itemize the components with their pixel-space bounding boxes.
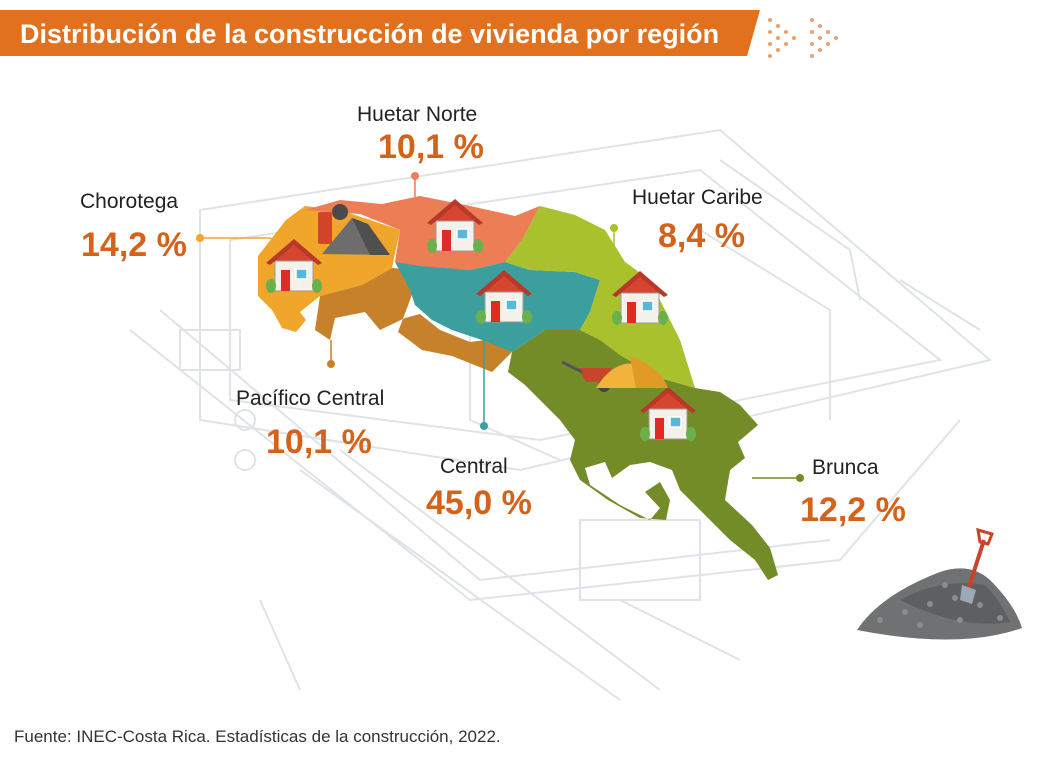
- value-huetar-caribe: 8,4 %: [658, 217, 745, 255]
- page-title: Distribución de la construcción de vivie…: [20, 19, 720, 49]
- value-chorotega: 14,2 %: [81, 226, 187, 264]
- region-huetar-norte[interactable]: [305, 196, 540, 270]
- dotted-arrow-icon: [768, 18, 838, 58]
- label-huetar-norte: Huetar Norte: [357, 103, 478, 126]
- shovel-icon: [960, 527, 995, 604]
- label-pacifico-central: Pacífico Central: [236, 387, 385, 410]
- value-huetar-norte: 10,1 %: [378, 128, 484, 166]
- label-huetar-caribe: Huetar Caribe: [632, 186, 763, 209]
- title-banner: [0, 10, 760, 56]
- region-huetar-caribe[interactable]: [505, 206, 695, 388]
- region-brunca[interactable]: [508, 330, 778, 580]
- region-pacifico-central[interactable]: [315, 268, 512, 372]
- label-brunca: Brunca: [812, 456, 879, 479]
- gravel-pile-icon: [318, 204, 390, 255]
- label-chorotega: Chorotega: [80, 190, 179, 213]
- blueprint-background: [129, 128, 993, 701]
- source-note: Fuente: INEC-Costa Rica. Estadísticas de…: [14, 727, 501, 746]
- value-pacifico-central: 10,1 %: [266, 423, 372, 461]
- value-central: 45,0 %: [426, 484, 532, 522]
- label-central: Central: [440, 455, 508, 478]
- gravel-pile-large-icon: [857, 568, 1022, 640]
- value-brunca: 12,2 %: [800, 491, 906, 529]
- sand-pile-icon: [596, 356, 668, 388]
- leader-dots: [196, 172, 804, 482]
